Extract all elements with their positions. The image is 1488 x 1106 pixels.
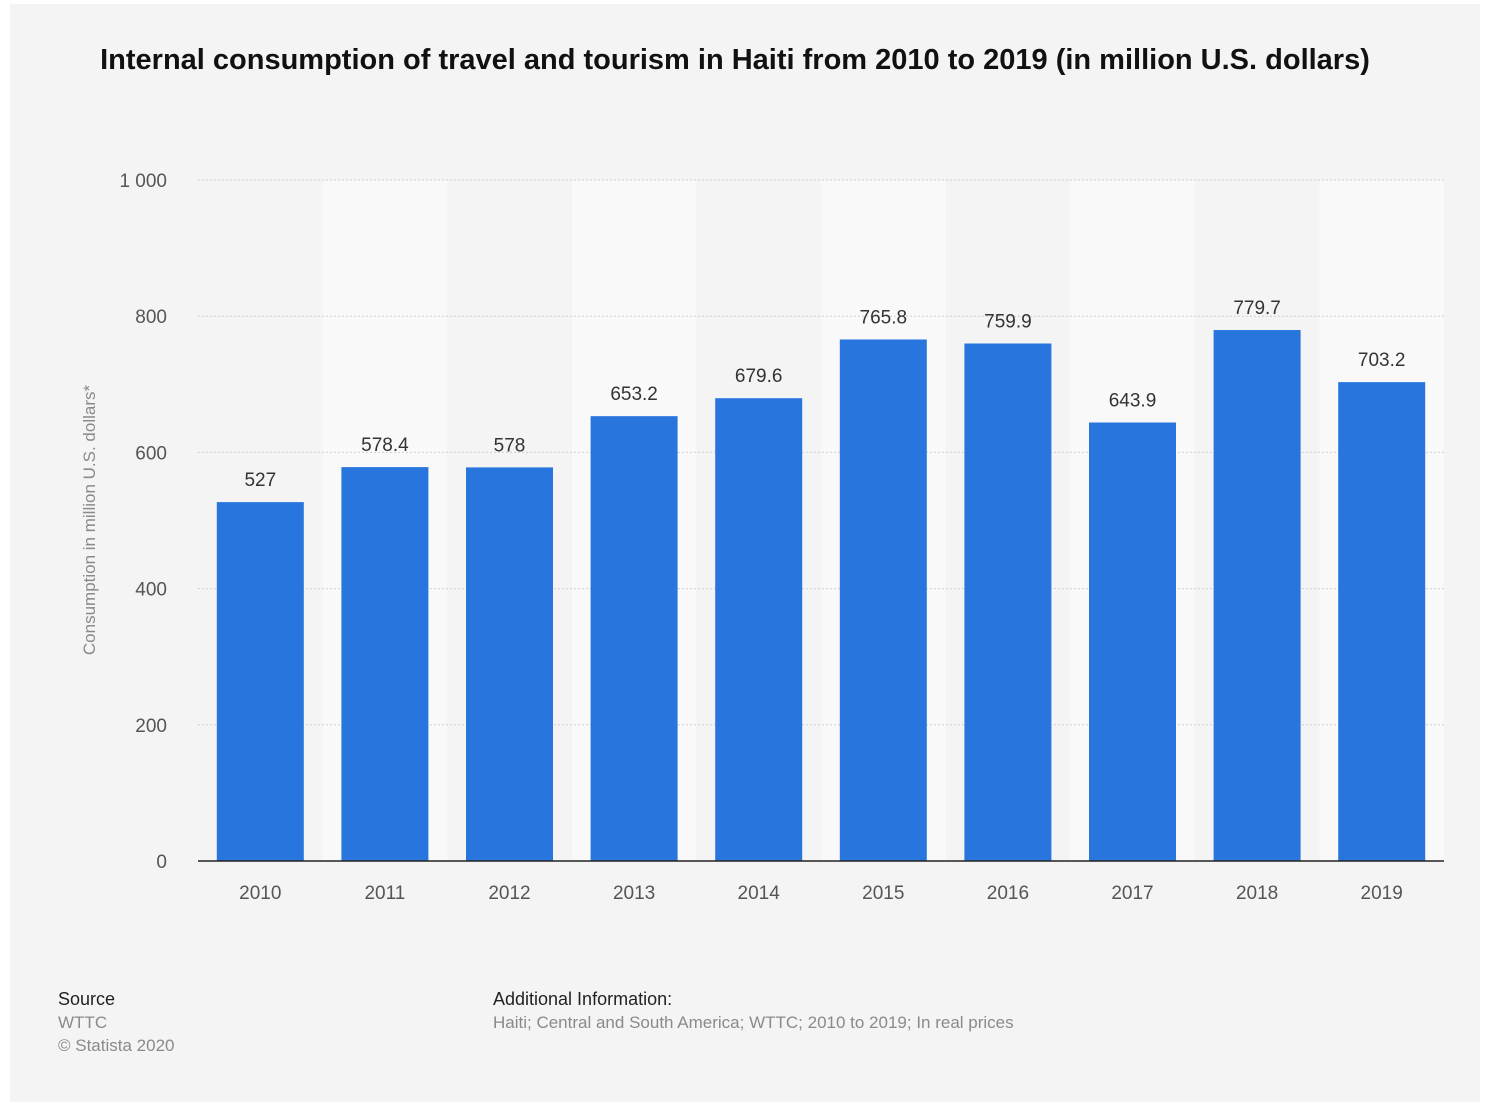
y-tick-label: 800 [135, 307, 167, 328]
x-axis-ticks: 2010 2011 2012 2013 2014 2015 2016 2017 2018 2019 [239, 883, 1403, 904]
source-name[interactable]: WTTC [58, 1013, 108, 1032]
source-heading: Source [58, 989, 116, 1009]
bar[interactable] [590, 416, 678, 861]
source-block: Source WTTC © Statista 2020 [58, 988, 175, 1057]
y-axis-label: Consumption in million U.S. dollars* [80, 385, 99, 656]
y-tick-label: 400 [135, 580, 167, 601]
x-tick-label: 2010 [239, 883, 281, 904]
bar[interactable] [1338, 382, 1426, 861]
value-label: 703.2 [1358, 350, 1406, 371]
copyright-text: © Statista 2020 [58, 1036, 175, 1055]
bar[interactable] [216, 502, 304, 861]
value-label: 779.7 [1233, 298, 1281, 319]
value-labels: 527 578.4 578 653.2 679.6 765.8 759.9 643.9 779.… [244, 298, 1405, 491]
chart-title: Internal consumption of travel and touri… [100, 44, 1370, 76]
y-tick-label: 1 000 [119, 171, 167, 192]
y-tick-label: 600 [135, 443, 167, 464]
bar[interactable] [1089, 422, 1176, 861]
x-tick-label: 2019 [1361, 883, 1403, 904]
value-label: 578 [494, 435, 526, 456]
bar[interactable] [715, 398, 803, 861]
bars [216, 330, 1426, 862]
y-tick-label: 200 [135, 716, 167, 737]
additional-info-text: Haiti; Central and South America; WTTC; … [493, 1013, 1014, 1032]
bar[interactable] [466, 467, 553, 861]
x-tick-label: 2015 [862, 883, 904, 904]
value-label: 765.8 [860, 307, 908, 328]
value-label: 643.9 [1109, 391, 1157, 412]
bar[interactable] [341, 467, 429, 861]
bar[interactable] [839, 339, 927, 861]
x-tick-label: 2018 [1236, 883, 1278, 904]
x-tick-label: 2011 [364, 883, 405, 904]
y-axis-ticks: 0 200 400 600 800 1 000 [119, 171, 167, 873]
x-tick-label: 2014 [738, 883, 781, 904]
x-tick-label: 2013 [613, 883, 655, 904]
additional-info-block: Additional Information: Haiti; Central a… [493, 988, 1014, 1034]
value-label: 679.6 [735, 366, 783, 387]
value-label: 653.2 [610, 384, 658, 405]
additional-info-heading: Additional Information: [493, 989, 673, 1009]
bar[interactable] [964, 343, 1052, 862]
value-label: 759.9 [984, 312, 1032, 333]
x-tick-label: 2017 [1111, 883, 1153, 904]
x-tick-label: 2016 [987, 883, 1029, 904]
y-tick-label: 0 [156, 852, 167, 873]
value-label: 578.4 [361, 435, 409, 456]
x-tick-label: 2012 [488, 883, 530, 904]
bar[interactable] [1213, 330, 1301, 861]
value-label: 527 [244, 470, 276, 491]
